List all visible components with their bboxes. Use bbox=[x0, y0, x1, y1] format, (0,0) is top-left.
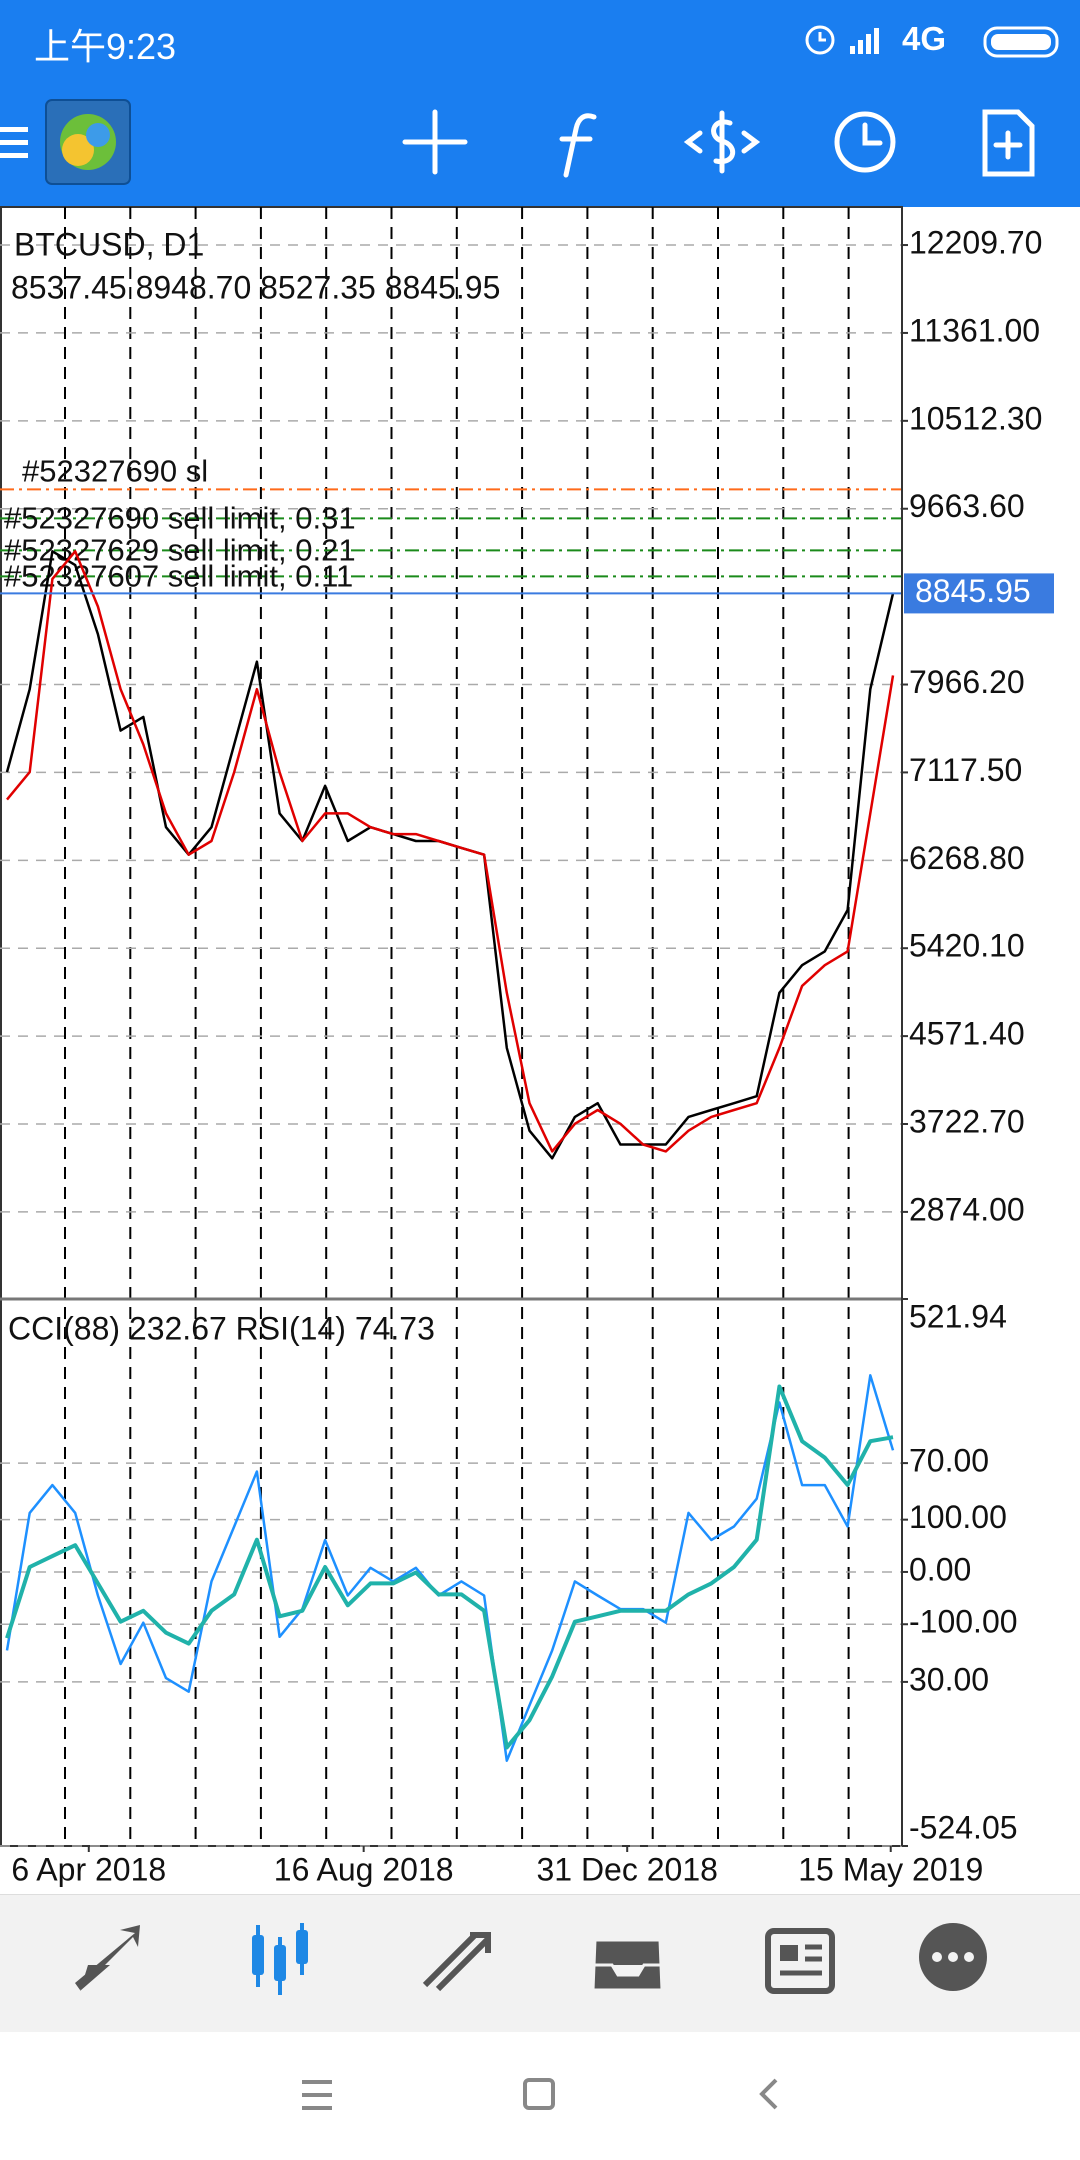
battery-icon bbox=[983, 26, 1059, 58]
y-tick-label: 7966.20 bbox=[909, 664, 1025, 700]
alarm-hands bbox=[818, 32, 826, 42]
period-button[interactable] bbox=[834, 111, 896, 173]
series-line bbox=[5, 1374, 895, 1762]
y-tick-label: -100.00 bbox=[909, 1604, 1018, 1640]
network-type: 4G bbox=[902, 20, 947, 57]
trade-button[interactable] bbox=[683, 110, 761, 174]
x-tick-label: 15 May 2019 bbox=[798, 1851, 983, 1887]
chart: 12209.70 11361.00 10512.30 9663.60 7966.20 71… bbox=[0, 206, 1054, 1887]
menu-button[interactable] bbox=[0, 127, 28, 158]
y-tick-label: 12209.70 bbox=[909, 224, 1042, 260]
y-tick-label: 7117.50 bbox=[909, 752, 1022, 788]
status-bar: 上午9:23 4G bbox=[0, 0, 1080, 85]
y-tick-label: 9663.60 bbox=[909, 488, 1025, 524]
battery-level bbox=[991, 34, 1051, 50]
y-tick-label: 521.94 bbox=[909, 1298, 1007, 1334]
pane-subtitle: 8537.45 8948.70 8527.35 8845.95 bbox=[11, 269, 500, 305]
bottom-nav-icons bbox=[75, 1923, 987, 1995]
y-tick-label: 10512.30 bbox=[909, 400, 1042, 436]
toolbar-icons bbox=[0, 99, 1035, 185]
new-order-button[interactable] bbox=[982, 109, 1035, 177]
last-price-label: 8845.95 bbox=[915, 573, 1031, 609]
x-tick-label: 16 Aug 2018 bbox=[274, 1851, 454, 1887]
order-label: #52327607 sell limit, 0.11 bbox=[4, 559, 353, 594]
toolbar bbox=[0, 85, 1080, 207]
y-tick-label: 11361.00 bbox=[909, 312, 1040, 348]
indicators-button[interactable] bbox=[559, 113, 597, 178]
clock: 上午9:23 bbox=[34, 26, 177, 67]
chart-tab[interactable] bbox=[252, 1923, 308, 1995]
news-tab[interactable] bbox=[765, 1928, 835, 1994]
x-tick-label: 31 Dec 2018 bbox=[536, 1851, 717, 1887]
status-icons bbox=[805, 25, 1059, 58]
crosshair-button[interactable] bbox=[402, 109, 468, 175]
y-tick-label: 30.00 bbox=[909, 1661, 989, 1697]
y-tick-label: 4571.40 bbox=[909, 1016, 1025, 1052]
order-label: #52327690 sell limit, 0.31 bbox=[4, 501, 356, 536]
system-navigation bbox=[0, 2032, 1080, 2160]
app-logo[interactable] bbox=[45, 99, 131, 185]
home-key[interactable] bbox=[523, 2078, 555, 2110]
x-tick-label: 6 Apr 2018 bbox=[11, 1851, 166, 1887]
signal-icon bbox=[850, 28, 879, 54]
y-tick-label: 2874.00 bbox=[909, 1191, 1025, 1227]
back-key[interactable] bbox=[759, 2078, 778, 2110]
chat-tab[interactable] bbox=[919, 1923, 987, 1991]
last-price-box bbox=[904, 573, 1054, 614]
y-tick-label: 5420.10 bbox=[909, 928, 1025, 964]
series-line bbox=[6, 550, 895, 1153]
y-tick-label: -524.05 bbox=[909, 1809, 1018, 1845]
series-line bbox=[5, 1384, 894, 1750]
y-tick-label: 6268.80 bbox=[909, 840, 1025, 876]
order-label: #52327690 sl bbox=[22, 453, 208, 488]
trade-tab[interactable] bbox=[422, 1932, 491, 1992]
quotes-tab[interactable] bbox=[75, 1925, 140, 1991]
y-tick-label: 100.00 bbox=[909, 1499, 1007, 1535]
pane-title: BTCUSD, D1 bbox=[14, 226, 204, 262]
plot-background bbox=[0, 206, 903, 1847]
y-tick-label: 3722.70 bbox=[909, 1103, 1025, 1139]
alarm-icon bbox=[805, 25, 835, 55]
system-nav-icons bbox=[302, 2078, 778, 2110]
order-label: #52327629 sell limit, 0.21 bbox=[4, 533, 356, 568]
y-tick-label: 0.00 bbox=[909, 1551, 971, 1587]
history-tab[interactable] bbox=[591, 1938, 664, 1992]
bottom-navigation bbox=[0, 1894, 1080, 2033]
pane-title: CCI(88) 232.67 RSI(14) 74.73 bbox=[8, 1310, 435, 1346]
y-tick-label: 70.00 bbox=[909, 1443, 989, 1479]
menu-key[interactable] bbox=[302, 2080, 332, 2110]
